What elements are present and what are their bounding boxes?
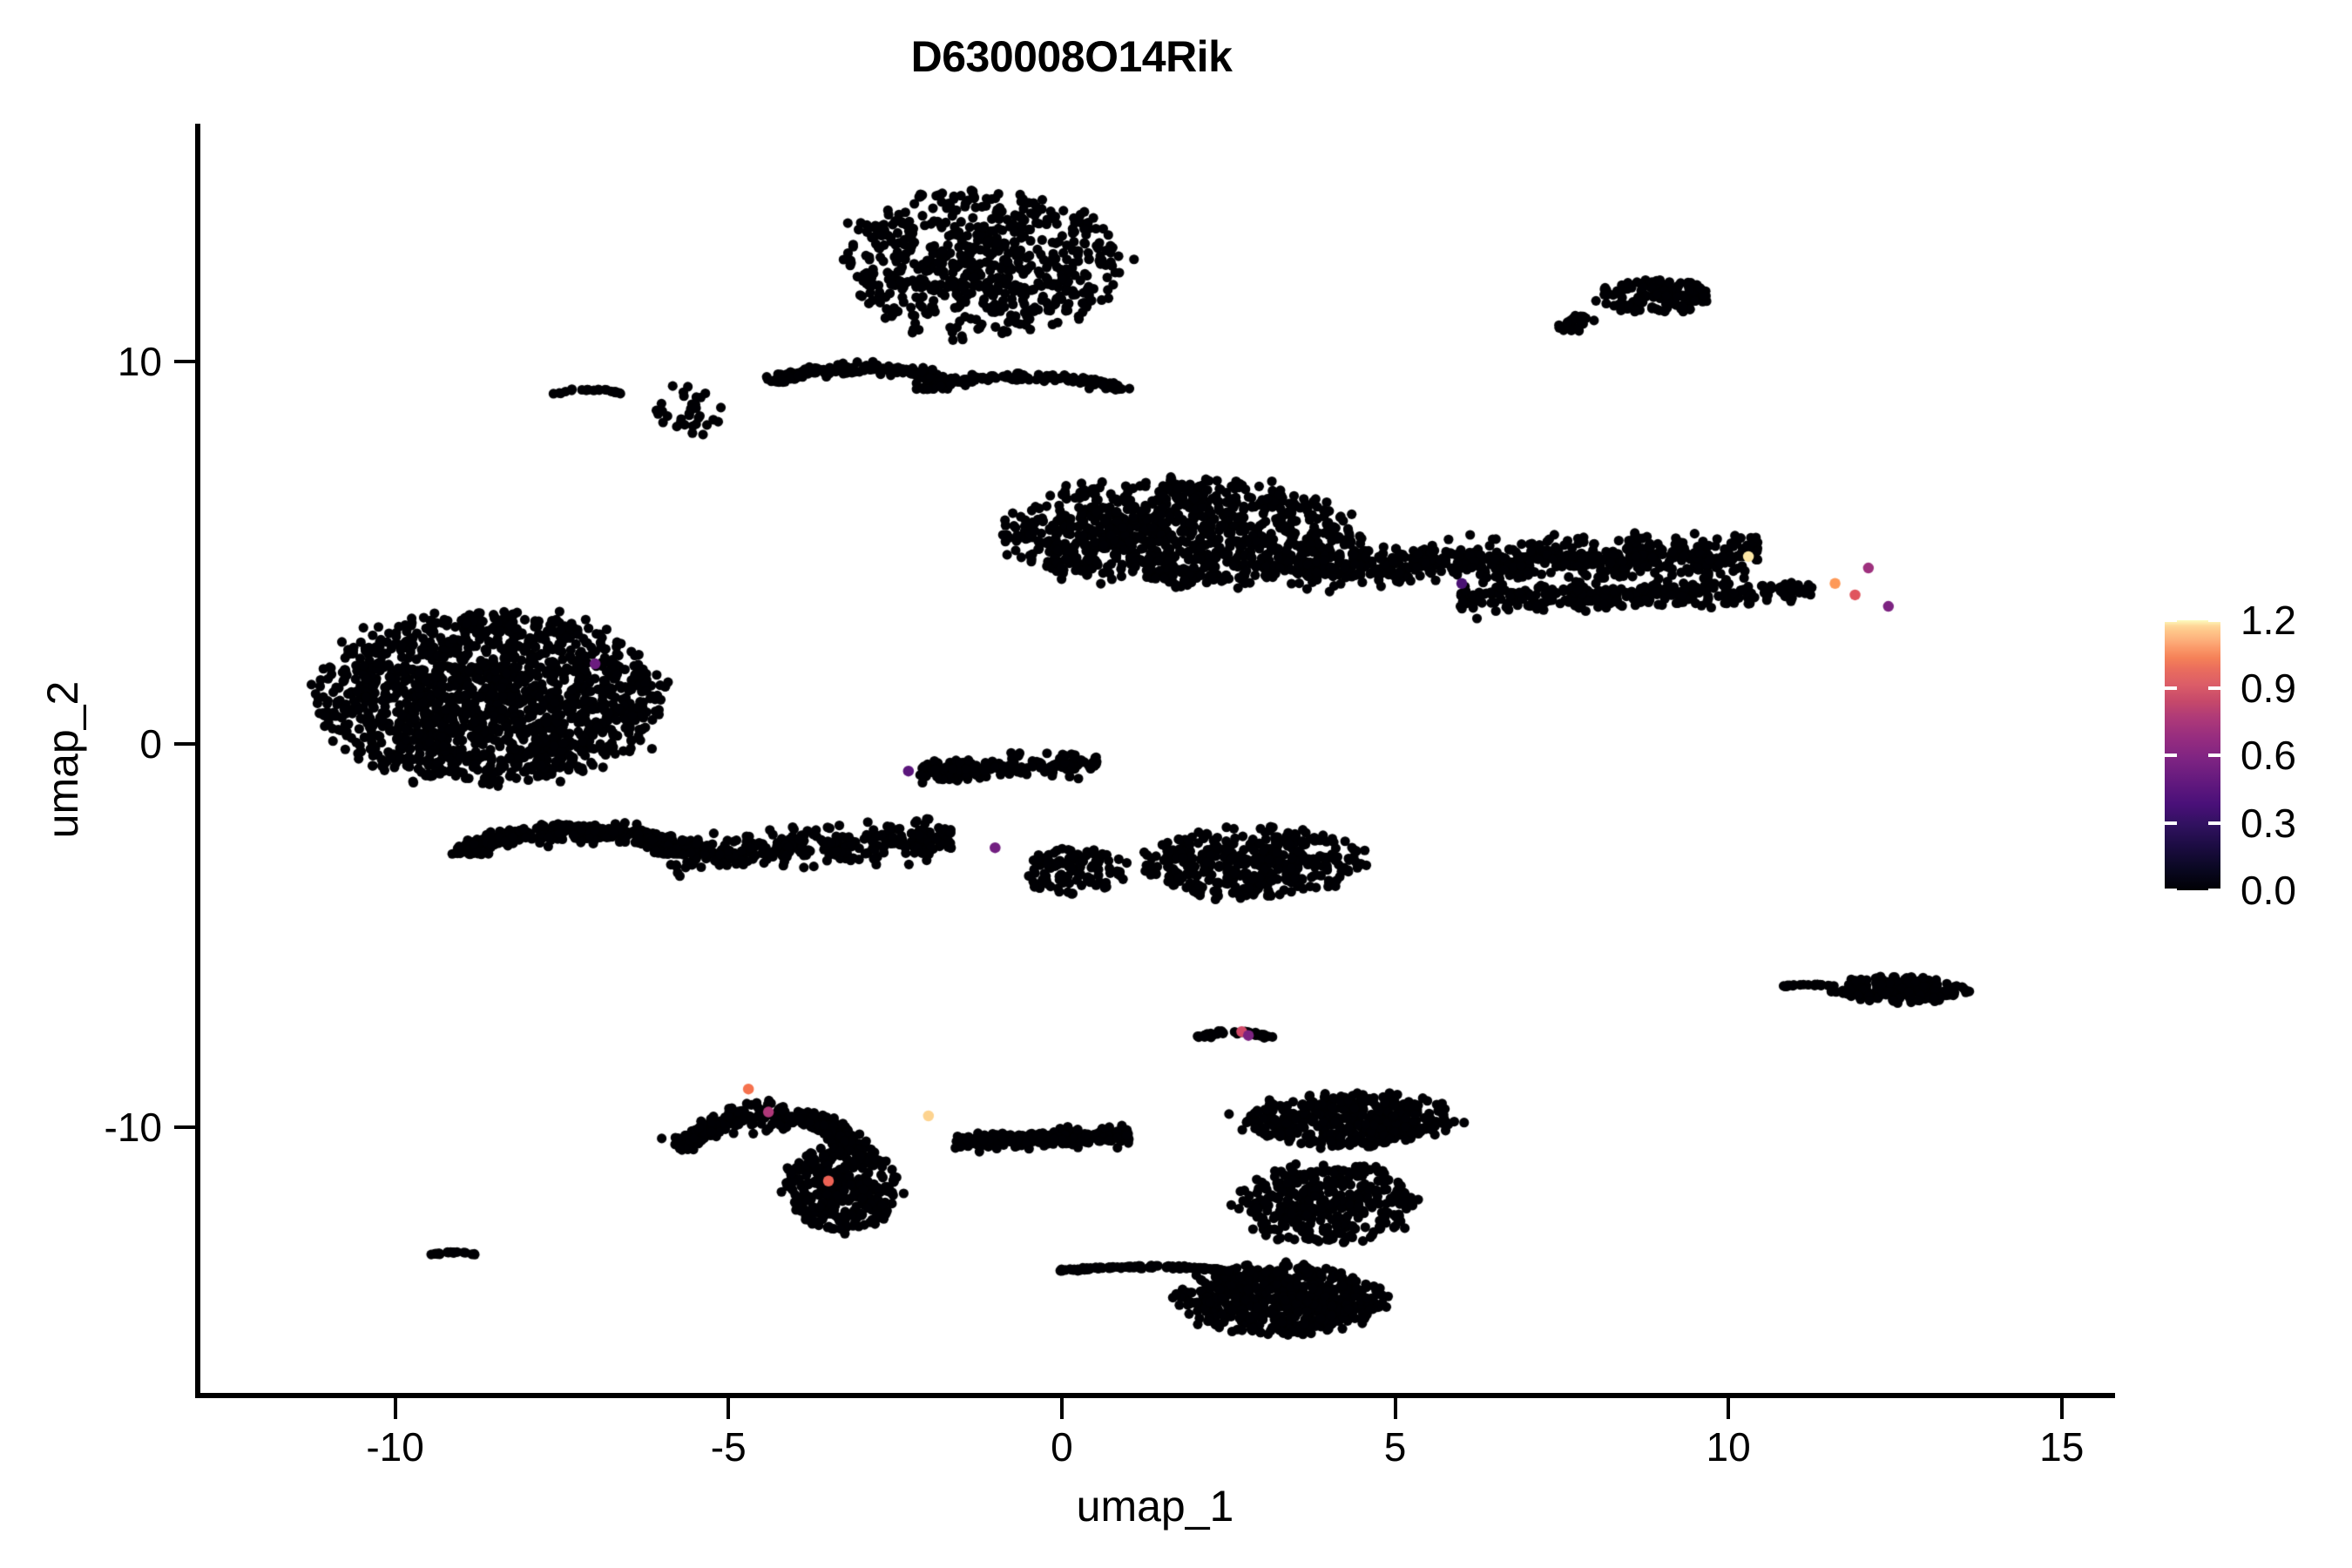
colorbar-tick-mark <box>2208 686 2220 690</box>
colorbar-tick-label: 0.6 <box>2240 733 2296 778</box>
y-tick-mark <box>174 1125 195 1130</box>
colorbar-tick-label: 0.3 <box>2240 800 2296 846</box>
x-tick-mark <box>1393 1398 1397 1419</box>
colorbar-tick-mark <box>2208 821 2220 825</box>
colorbar-tick-mark <box>2208 618 2220 622</box>
colorbar-tick-label: 1.2 <box>2240 598 2296 643</box>
colorbar-tick-mark <box>2165 686 2177 690</box>
y-tick-mark <box>174 359 195 363</box>
x-axis-line <box>195 1393 2115 1398</box>
x-tick-label: 0 <box>1051 1424 1073 1470</box>
x-tick-label: 5 <box>1383 1424 1407 1470</box>
x-tick-mark <box>1059 1398 1064 1419</box>
y-tick-mark <box>174 742 195 747</box>
x-tick-label: -10 <box>366 1424 424 1470</box>
colorbar-tick-mark <box>2165 889 2177 892</box>
colorbar-tick-mark <box>2208 889 2220 892</box>
x-axis-label: umap_1 <box>1076 1482 1234 1531</box>
y-axis-label: umap_2 <box>38 680 87 839</box>
page-title: D630008O14Rik <box>910 32 1233 81</box>
colorbar-tick-label: 0.0 <box>2240 868 2296 913</box>
colorbar-tick-mark <box>2208 754 2220 757</box>
x-tick-label: -5 <box>710 1424 747 1470</box>
x-tick-mark <box>2059 1398 2064 1419</box>
x-tick-mark <box>1727 1398 1731 1419</box>
y-tick-label: -10 <box>104 1105 162 1151</box>
scatter-points-layer <box>195 124 2115 1396</box>
colorbar-tick-mark <box>2165 618 2177 622</box>
colorbar-tick-mark <box>2165 754 2177 757</box>
x-tick-label: 10 <box>1706 1424 1751 1470</box>
x-tick-label: 15 <box>2039 1424 2085 1470</box>
y-axis-line <box>195 124 200 1398</box>
colorbar-tick-label: 0.9 <box>2240 665 2296 711</box>
x-tick-mark <box>393 1398 397 1419</box>
y-tick-label: 10 <box>117 338 162 384</box>
y-tick-label: 0 <box>139 721 162 767</box>
colorbar-tick-mark <box>2165 821 2177 825</box>
x-tick-mark <box>727 1398 731 1419</box>
